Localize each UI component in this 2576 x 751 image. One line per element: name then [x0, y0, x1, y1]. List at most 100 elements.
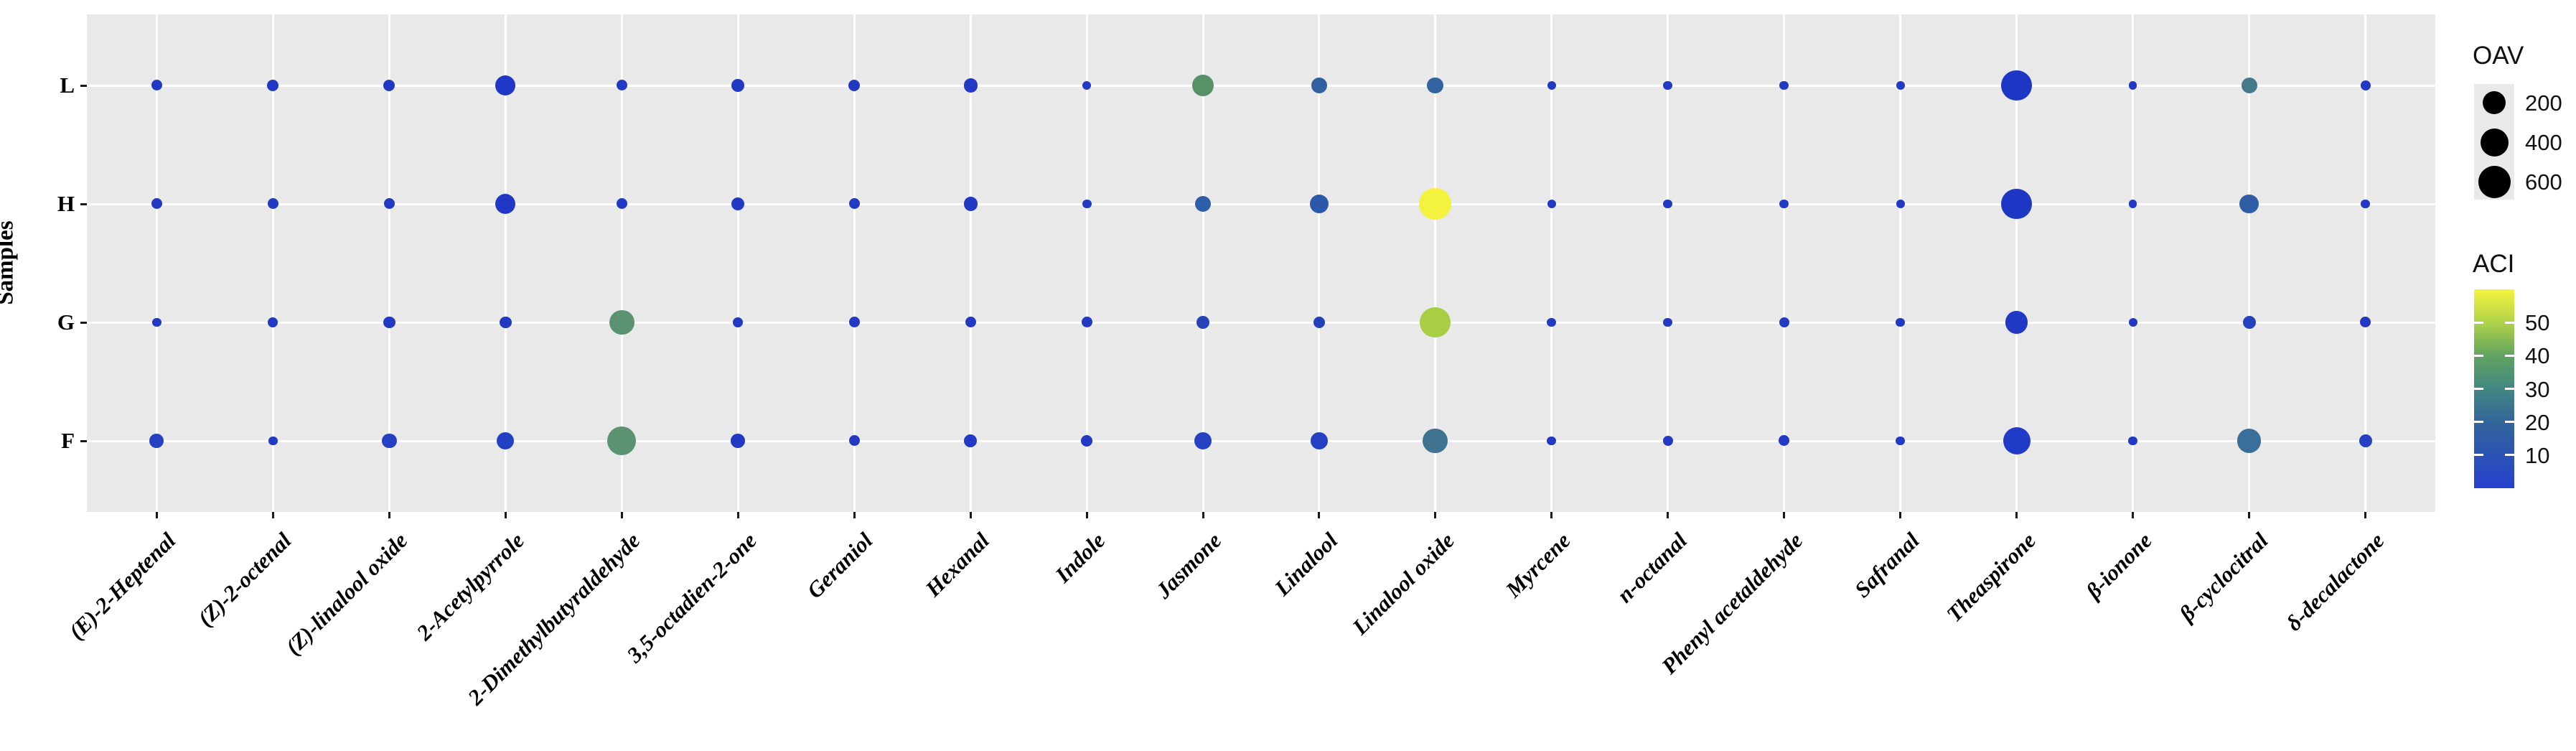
- data-point: [1081, 435, 1093, 447]
- data-point: [1423, 428, 1448, 454]
- x-tick-label: 3,5-octadien-2-one: [622, 528, 762, 668]
- data-point: [499, 316, 512, 329]
- data-point: [383, 198, 395, 210]
- x-tick-label: Geraniol: [802, 528, 878, 604]
- size-legend-circle: [2480, 128, 2509, 157]
- x-tick-label: Jasmone: [1151, 528, 1227, 604]
- gridline-vertical: [1550, 14, 1553, 512]
- data-point: [2129, 200, 2137, 208]
- x-axis-tick: [2248, 512, 2251, 518]
- colorbar-tick: [2505, 354, 2514, 357]
- x-tick-label: β-ionone: [2081, 528, 2157, 604]
- data-point: [1779, 80, 1789, 90]
- data-point: [2242, 316, 2256, 329]
- data-point: [1194, 432, 1212, 450]
- data-point: [151, 198, 162, 210]
- data-point: [2001, 70, 2033, 101]
- data-point: [268, 317, 278, 327]
- colorbar-tick: [2474, 354, 2483, 357]
- data-point: [149, 434, 164, 448]
- x-tick-label: Hexanal: [920, 528, 994, 602]
- data-point: [848, 198, 860, 210]
- gridline-vertical: [1783, 14, 1786, 512]
- gridline-horizontal: [87, 321, 2435, 324]
- data-point: [1779, 317, 1789, 327]
- gridline-vertical: [1202, 14, 1204, 512]
- data-point: [607, 426, 637, 455]
- gridline-vertical: [853, 14, 856, 512]
- colorbar-tick: [2505, 388, 2514, 390]
- data-point: [2239, 194, 2259, 214]
- x-tick-label: Linalool: [1270, 528, 1343, 601]
- data-point: [381, 433, 397, 449]
- colorbar-tick: [2505, 454, 2514, 457]
- x-tick-label: δ-decalactone: [2281, 528, 2389, 636]
- data-point: [1420, 307, 1451, 338]
- color-legend-title: ACI: [2473, 250, 2515, 278]
- data-point: [848, 317, 860, 328]
- plot-panel: [87, 14, 2435, 512]
- x-axis-tick: [271, 512, 274, 518]
- data-point: [1663, 80, 1673, 90]
- data-point: [383, 80, 395, 91]
- data-point: [2360, 317, 2371, 328]
- data-point: [1663, 317, 1673, 327]
- x-axis-tick: [2015, 512, 2018, 518]
- y-tick-label: G: [57, 309, 75, 335]
- data-point: [1547, 200, 1556, 208]
- data-point: [2128, 436, 2138, 446]
- x-tick-label: Indole: [1050, 528, 1110, 588]
- gridline-vertical: [2248, 14, 2251, 512]
- data-point: [497, 432, 515, 450]
- data-point: [1194, 195, 1212, 213]
- size-legend-circle: [2483, 91, 2506, 114]
- data-point: [1082, 81, 1091, 90]
- data-point: [2001, 188, 2033, 220]
- data-point: [151, 317, 161, 327]
- data-point: [1896, 436, 1906, 446]
- data-point: [848, 435, 860, 447]
- data-point: [733, 317, 744, 327]
- gridline-vertical: [969, 14, 972, 512]
- gridline-vertical: [1667, 14, 1669, 512]
- gridline-vertical: [2132, 14, 2135, 512]
- data-point: [2361, 199, 2371, 209]
- gridline-vertical: [736, 14, 739, 512]
- data-point: [616, 80, 627, 91]
- gridline-vertical: [1434, 14, 1437, 512]
- x-tick-label: Safranal: [1849, 528, 1924, 602]
- gridline-vertical: [620, 14, 623, 512]
- data-point: [2129, 81, 2137, 90]
- data-point: [848, 80, 861, 91]
- gridline-vertical: [271, 14, 274, 512]
- gridline-vertical: [1899, 14, 1902, 512]
- data-point: [731, 434, 746, 448]
- data-point: [1196, 316, 1209, 329]
- y-axis-tick: [80, 439, 87, 442]
- x-tick-label: Myrcene: [1500, 528, 1575, 602]
- x-axis-tick: [2132, 512, 2135, 518]
- data-point: [268, 436, 278, 446]
- data-point: [609, 309, 634, 335]
- gridline-vertical: [1318, 14, 1321, 512]
- gridline-horizontal: [87, 202, 2435, 205]
- x-tick-label: Linalool oxide: [1347, 528, 1459, 640]
- x-axis-tick: [1667, 512, 1669, 518]
- y-axis-tick: [80, 202, 87, 205]
- data-point: [1896, 317, 1906, 327]
- data-point: [267, 198, 278, 210]
- data-point: [1081, 317, 1092, 328]
- colorbar-tick: [2474, 321, 2483, 324]
- x-axis-tick: [1085, 512, 1088, 518]
- colorbar-tick: [2505, 421, 2514, 424]
- y-axis-tick: [80, 321, 87, 324]
- data-point: [1419, 187, 1452, 220]
- y-axis-tick: [80, 84, 87, 87]
- x-tick-label: (E)-2-Heptenal: [63, 528, 180, 645]
- x-axis-tick: [504, 512, 507, 518]
- color-legend-tick-value: 30: [2525, 376, 2550, 402]
- gridline-horizontal: [87, 84, 2435, 87]
- x-axis-tick: [155, 512, 158, 518]
- x-axis-tick: [388, 512, 390, 518]
